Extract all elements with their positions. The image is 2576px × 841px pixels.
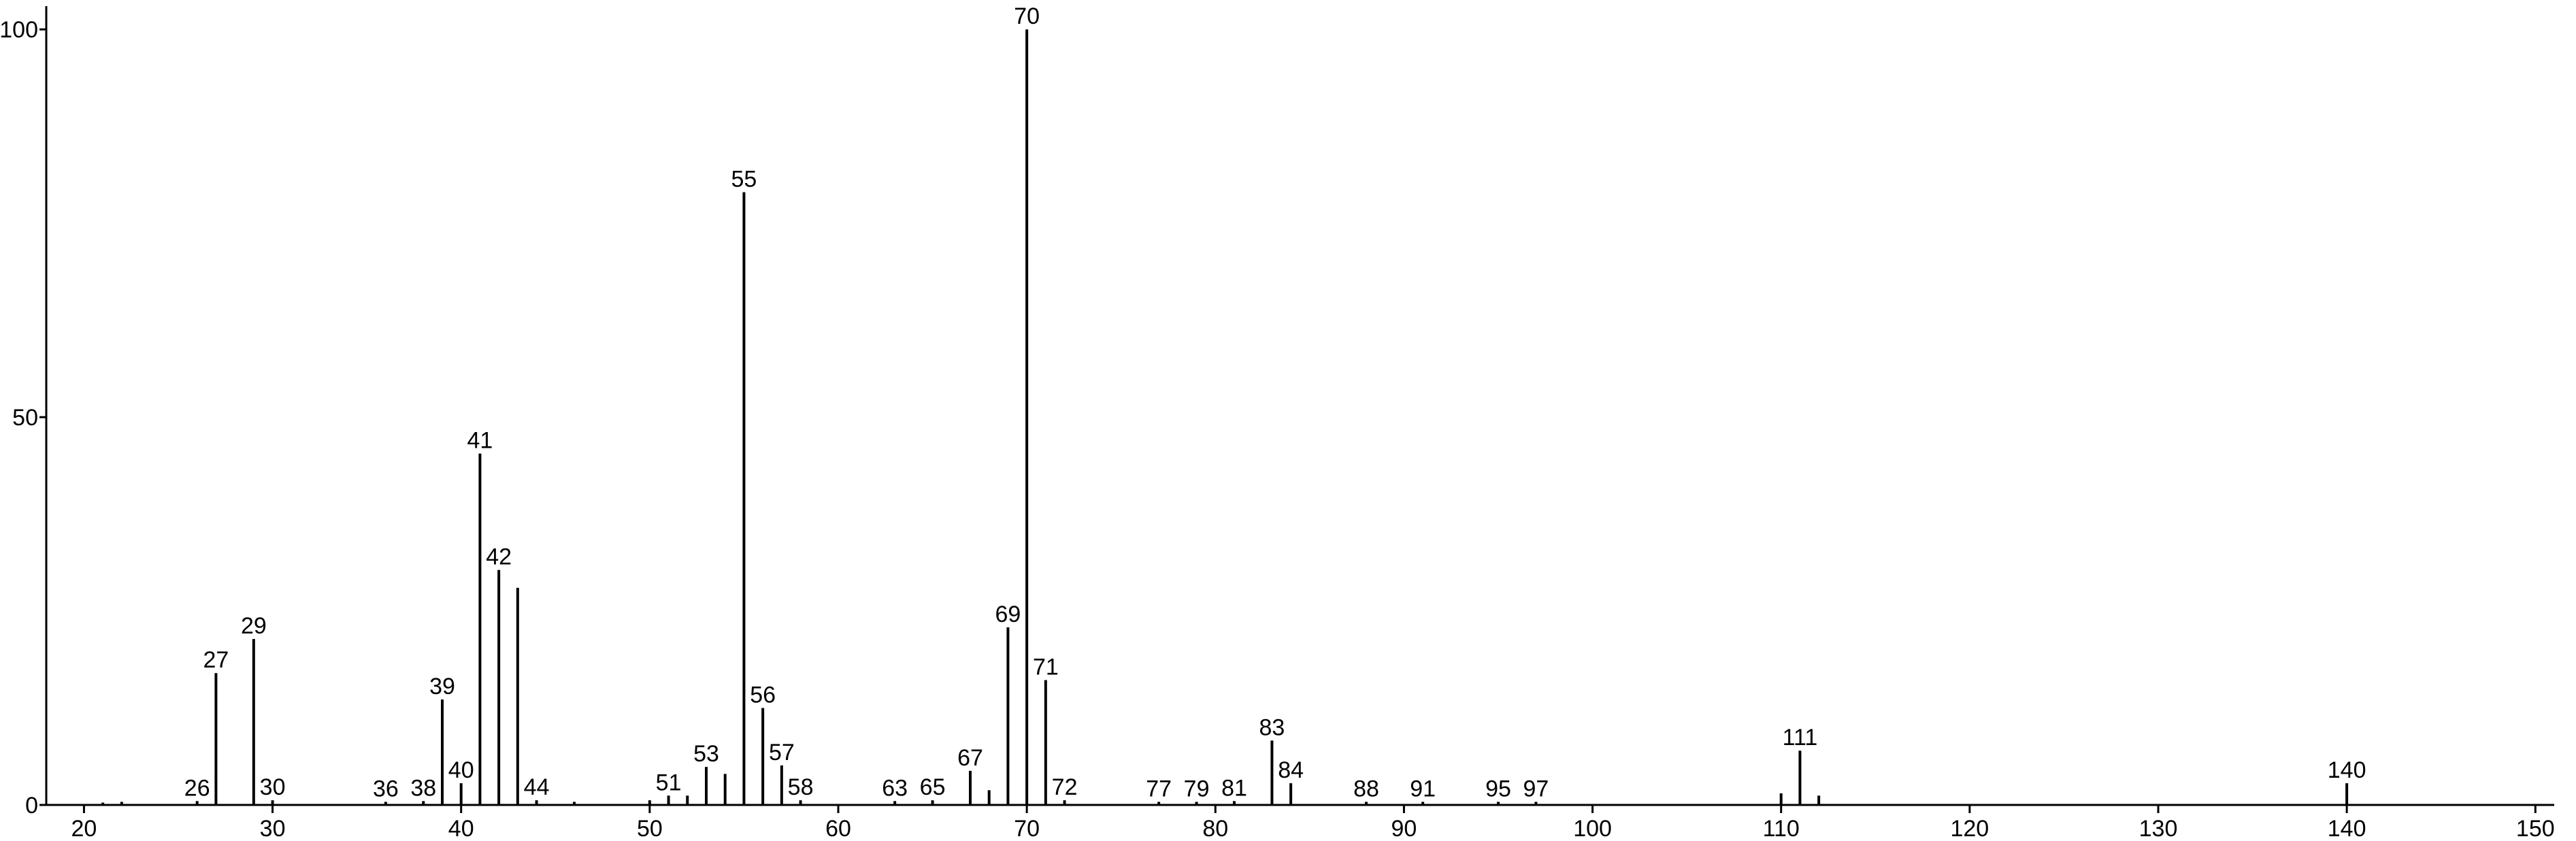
- x-tick-label: 130: [2139, 816, 2178, 841]
- y-tick-label: 100: [0, 17, 38, 43]
- peak-label: 65: [920, 774, 946, 800]
- peak-label: 55: [731, 167, 757, 193]
- x-tick-label: 50: [637, 816, 663, 841]
- x-tick-label: 110: [1763, 816, 1800, 841]
- peak-label: 84: [1278, 757, 1304, 783]
- peak-label: 58: [788, 774, 814, 800]
- x-tick-label: 90: [1391, 816, 1417, 841]
- x-tick-label: 100: [1573, 816, 1612, 841]
- peak-label: 26: [184, 775, 210, 801]
- peak-label: 57: [769, 740, 795, 765]
- peak-label: 71: [1033, 654, 1059, 680]
- peak-label: 27: [203, 647, 229, 673]
- peak-label: 36: [373, 776, 399, 802]
- peak-label: 30: [260, 774, 286, 800]
- y-tick-label: 0: [25, 793, 38, 819]
- peak-label: 72: [1052, 774, 1078, 800]
- peak-label: 88: [1353, 776, 1379, 802]
- peak-label: 42: [486, 544, 512, 570]
- peak-label: 41: [467, 428, 493, 454]
- x-tick-label: 30: [260, 816, 286, 841]
- x-tick-label: 140: [2328, 816, 2366, 841]
- y-tick-label: 50: [12, 405, 38, 431]
- peak-label: 97: [1523, 776, 1549, 802]
- x-tick-label: 20: [71, 816, 97, 841]
- peak-label: 67: [957, 745, 983, 771]
- peak-label: 29: [241, 613, 267, 639]
- peak-label: 140: [2328, 757, 2366, 783]
- peak-label: 53: [693, 741, 719, 767]
- peak-label: 70: [1014, 3, 1040, 29]
- peak-label: 44: [524, 774, 550, 800]
- x-tick-label: 150: [2516, 816, 2555, 841]
- x-tick-label: 70: [1014, 816, 1040, 841]
- peak-label: 51: [656, 770, 682, 795]
- peak-label: 63: [882, 775, 908, 801]
- peak-label: 40: [448, 757, 474, 783]
- peak-label: 69: [995, 601, 1021, 627]
- x-tick-label: 60: [825, 816, 851, 841]
- peak-label: 81: [1221, 775, 1247, 801]
- peak-label: 77: [1146, 776, 1172, 802]
- x-tick-label: 120: [1950, 816, 1989, 841]
- peak-label: 39: [429, 674, 455, 699]
- x-tick-label: 80: [1202, 816, 1228, 841]
- peak-label: 111: [1783, 725, 1818, 751]
- peak-label: 83: [1259, 714, 1285, 740]
- peak-label: 91: [1410, 776, 1436, 802]
- x-tick-label: 40: [448, 816, 474, 841]
- peak-label: 38: [410, 775, 436, 801]
- peak-label: 79: [1184, 776, 1210, 802]
- peak-label: 56: [750, 682, 776, 708]
- peak-label: 95: [1485, 776, 1511, 802]
